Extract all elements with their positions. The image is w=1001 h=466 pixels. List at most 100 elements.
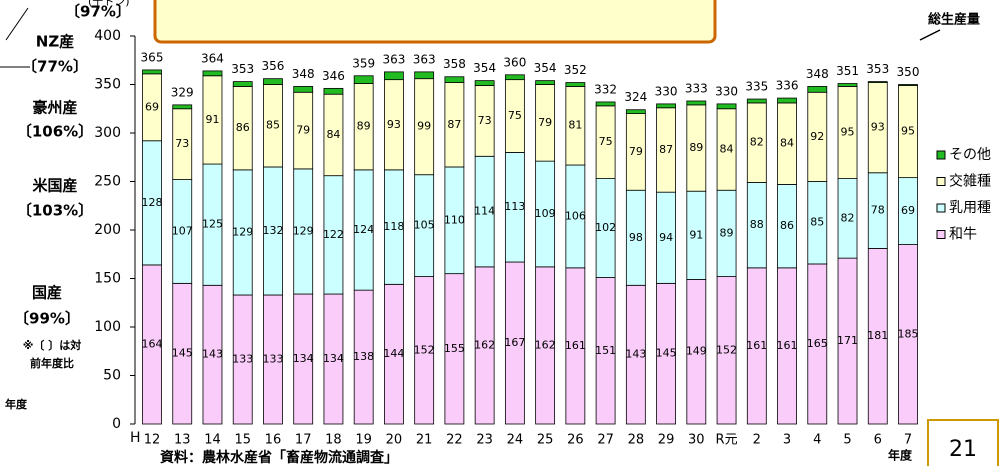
- x-tick-label: 17: [295, 433, 312, 448]
- segment-label: 91: [689, 228, 703, 241]
- total-annotation: 総生産量: [928, 12, 980, 28]
- segment-label: 152: [716, 343, 737, 356]
- segment-label: 98: [629, 231, 643, 244]
- bar-segment: [746, 98, 767, 104]
- bar-segment: [232, 81, 253, 87]
- segment-label: 78: [871, 204, 885, 217]
- x-tick-label: 14: [204, 433, 221, 448]
- segment-label: 145: [172, 347, 193, 360]
- segment-label: 85: [266, 119, 280, 132]
- segment-label: 129: [232, 225, 253, 238]
- bar-segment: [414, 71, 435, 80]
- bar-segment: [807, 86, 828, 93]
- segment-label: 73: [175, 137, 189, 150]
- x-prefix: H: [130, 430, 141, 446]
- segment-label: 82: [750, 136, 764, 149]
- legend-swatch: [936, 150, 946, 160]
- segment-label: 106: [565, 209, 586, 222]
- segment-label: 87: [659, 143, 673, 156]
- total-label: 365: [141, 50, 164, 64]
- bar-segment: [867, 81, 888, 83]
- bar-segment: [444, 76, 465, 83]
- segment-label: 113: [504, 200, 525, 213]
- segment-label: 171: [837, 334, 858, 347]
- segment-label: 91: [205, 113, 219, 126]
- bar-segment: [504, 74, 525, 81]
- segment-label: 82: [841, 211, 855, 224]
- x-tick-label: 25: [537, 433, 554, 448]
- x-axis-label: 年度: [888, 448, 913, 463]
- x-tick-label: 30: [688, 433, 705, 448]
- segment-label: 102: [595, 221, 616, 234]
- total-label: 335: [745, 80, 768, 94]
- bar-segment: [898, 84, 918, 86]
- title-banner: [153, 0, 717, 44]
- arrow: [5, 7, 29, 41]
- segment-label: 79: [629, 145, 643, 158]
- legend-label: 交雑種: [949, 173, 991, 190]
- total-label: 359: [352, 56, 375, 70]
- total-label: 336: [776, 79, 799, 93]
- segment-label: 167: [504, 336, 525, 349]
- bar-segment: [595, 101, 616, 107]
- segment-label: 87: [447, 118, 461, 131]
- segment-label: 84: [780, 137, 794, 150]
- arrow: [919, 29, 941, 41]
- segment-label: 125: [202, 218, 223, 231]
- bar-segment: [474, 80, 495, 86]
- total-label: 353: [866, 62, 889, 76]
- x-tick-label: 29: [658, 433, 675, 448]
- segment-label: 93: [387, 118, 401, 131]
- bar-segment: [535, 80, 556, 85]
- segment-label: 138: [353, 350, 374, 363]
- bar-segment: [625, 109, 646, 115]
- segment-label: 89: [689, 141, 703, 154]
- segment-label: 69: [145, 100, 159, 113]
- side-note: 年度: [5, 397, 28, 411]
- segment-label: 151: [595, 344, 616, 357]
- segment-label: 92: [810, 130, 824, 143]
- x-tick-label: 15: [234, 433, 251, 448]
- y-tick-label: 0: [112, 416, 121, 432]
- segment-label: 144: [383, 347, 404, 360]
- x-tick-label: 12: [144, 433, 161, 448]
- segment-label: 118: [383, 220, 404, 233]
- page-number-box: [927, 419, 999, 466]
- segment-label: 93: [871, 121, 885, 134]
- segment-label: 73: [478, 114, 492, 127]
- segment-label: 124: [353, 223, 374, 236]
- segment-label: 128: [142, 196, 163, 209]
- bar-segment: [565, 82, 586, 87]
- segment-label: 161: [746, 339, 767, 352]
- y-unit: (千トン): [88, 0, 130, 8]
- x-tick-label: 24: [507, 433, 524, 448]
- total-label: 360: [503, 55, 526, 69]
- total-label: 364: [201, 51, 224, 65]
- segment-label: 89: [357, 120, 371, 133]
- segment-label: 84: [720, 142, 734, 155]
- legend-swatch: [936, 177, 946, 186]
- segment-label: 69: [901, 204, 915, 217]
- segment-label: 86: [780, 219, 794, 232]
- segment-label: 75: [599, 135, 613, 148]
- total-label: 363: [413, 52, 436, 66]
- total-label: 352: [564, 63, 587, 77]
- y-tick-label: 250: [94, 174, 121, 190]
- segment-label: 134: [293, 352, 314, 365]
- side-note: ※〔 〕は対: [23, 338, 82, 352]
- total-label: 354: [534, 61, 557, 75]
- side-note: 〔99%〕: [14, 310, 80, 328]
- segment-label: 122: [323, 228, 344, 241]
- x-tick-label: 16: [265, 433, 282, 448]
- total-label: 353: [231, 62, 254, 76]
- x-tick-label: R元: [716, 433, 738, 448]
- segment-label: 133: [232, 352, 253, 365]
- segment-label: 162: [535, 338, 556, 351]
- x-tick-label: 6: [874, 433, 882, 448]
- bar-segment: [172, 104, 193, 110]
- bar-segment: [777, 97, 797, 104]
- x-tick-label: 22: [446, 433, 463, 448]
- segment-label: 75: [508, 109, 522, 122]
- side-note: 前年度比: [30, 356, 74, 370]
- legend-label: 和牛: [949, 227, 977, 243]
